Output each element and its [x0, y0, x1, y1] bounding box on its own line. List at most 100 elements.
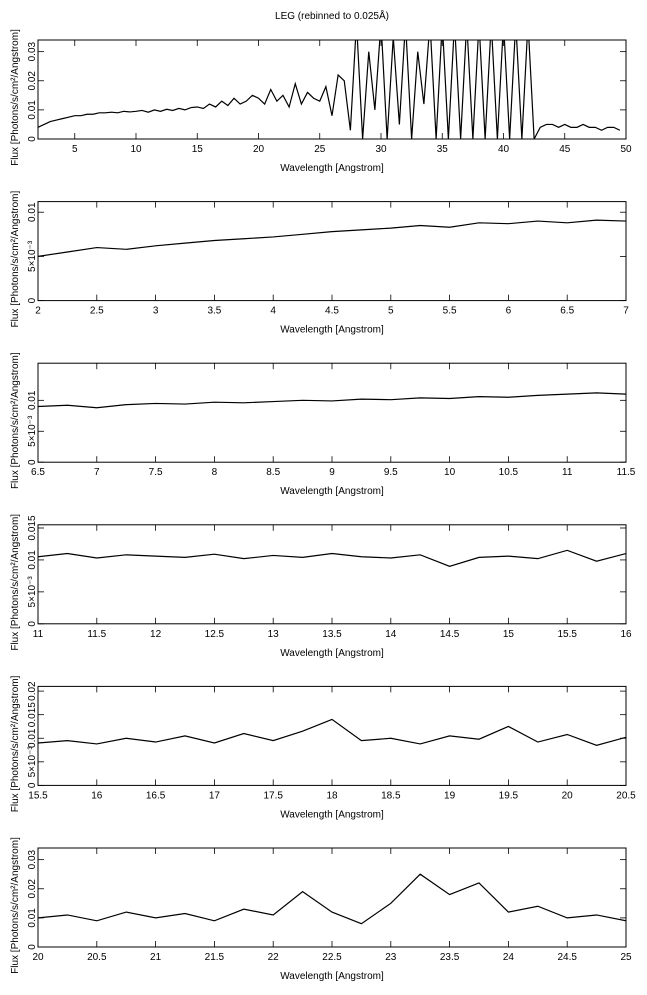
panel: 20 20.5 21 21.5 22 22.5 23 23.5 24 24.5 25 0 0.01 0.0… — [10, 837, 632, 982]
x-tick-label: 4 — [270, 306, 276, 317]
x-tick-label: 21 — [150, 952, 162, 963]
spectrum-line — [38, 40, 621, 139]
y-tick-label: 0.01 — [27, 100, 38, 120]
x-tick-label: 18.5 — [381, 790, 401, 801]
x-tick-label: 16 — [620, 629, 632, 640]
x-axis-label: Wavelength [Angstrom] — [280, 809, 384, 820]
x-tick-label: 9 — [329, 467, 335, 478]
y-tick-label: 0 — [27, 944, 38, 950]
x-tick-label: 2 — [35, 306, 41, 317]
x-tick-label: 10.5 — [499, 467, 519, 478]
x-tick-label: 20 — [253, 144, 265, 155]
panel: 2 2.5 3 3.5 4 4.5 5 5.5 6 6.5 7 0 5×10⁻³ 0.01 Waveleng… — [10, 191, 629, 336]
spectrum-line — [38, 219, 626, 257]
x-tick-label: 8.5 — [266, 467, 280, 478]
spectrum-line — [38, 392, 626, 409]
plot-frame — [37, 685, 627, 786]
x-tick-label: 5.5 — [443, 306, 457, 317]
y-tick-label: 0 — [27, 136, 38, 142]
spectrum-line — [38, 873, 626, 925]
x-tick-label: 3 — [153, 306, 159, 317]
x-tick-label: 6 — [506, 306, 512, 317]
x-tick-label: 17 — [209, 790, 221, 801]
x-tick-label: 15.5 — [557, 629, 577, 640]
x-tick-label: 35 — [437, 144, 449, 155]
y-tick-label: 0.015 — [27, 702, 38, 727]
y-axis-label: Flux [Photons/s/cm²/Angstrom] — [10, 191, 21, 328]
chart-title: LEG (rebinned to 0.025Å) — [275, 9, 389, 22]
x-axis-label: Wavelength [Angstrom] — [280, 325, 384, 336]
y-axis-label: Flux [Photons/s/cm²/Angstrom] — [10, 352, 21, 489]
y-tick-label: 0.02 — [27, 71, 38, 91]
y-tick-label: 0.03 — [27, 849, 38, 869]
x-tick-label: 14 — [385, 629, 397, 640]
plot-frame — [37, 201, 627, 302]
y-tick-label: 0.01 — [27, 202, 38, 222]
x-tick-label: 11.5 — [87, 629, 106, 640]
x-tick-label: 11 — [33, 629, 44, 640]
x-axis-label: Wavelength [Angstrom] — [280, 486, 384, 497]
x-tick-label: 19 — [444, 790, 456, 801]
x-tick-label: 11.5 — [617, 467, 636, 478]
x-tick-label: 16.5 — [146, 790, 166, 801]
y-axis-label: Flux [Photons/s/cm²/Angstrom] — [10, 837, 21, 974]
panel: 15.5 16 16.5 17 17.5 18 18.5 19 19.5 20 20.5 0 5×10⁻… — [10, 675, 636, 820]
x-tick-label: 7 — [623, 306, 629, 317]
x-tick-label: 16 — [91, 790, 103, 801]
x-tick-label: 20.5 — [87, 952, 107, 963]
y-axis-label: Flux [Photons/s/cm²/Angstrom] — [10, 29, 21, 166]
x-tick-label: 20 — [32, 952, 44, 963]
y-tick-label: 0.01 — [27, 728, 38, 748]
y-axis-label: Flux [Photons/s/cm²/Angstrom] — [10, 675, 21, 812]
x-axis-label: Wavelength [Angstrom] — [280, 971, 384, 982]
x-tick-label: 6.5 — [31, 467, 45, 478]
x-tick-label: 12 — [150, 629, 162, 640]
y-tick-label: 0.015 — [27, 515, 38, 540]
plot-frame — [37, 524, 627, 625]
y-tick-label: 5×10⁻³ — [27, 415, 38, 447]
spectrum-line — [38, 549, 626, 567]
x-tick-label: 17.5 — [263, 790, 283, 801]
y-tick-label: 5×10⁻³ — [27, 746, 38, 778]
x-tick-label: 10 — [130, 144, 142, 155]
panel: LEG (rebinned to 0.025Å) 5 10 15 20 25 30 35 40 4… — [10, 9, 632, 174]
x-tick-label: 6.5 — [560, 306, 574, 317]
x-axis-label: Wavelength [Angstrom] — [280, 648, 384, 659]
y-tick-label: 5×10⁻³ — [27, 240, 38, 272]
x-tick-label: 3.5 — [207, 306, 221, 317]
x-tick-label: 25 — [620, 952, 632, 963]
y-tick-label: 0 — [27, 782, 38, 788]
x-tick-label: 23 — [385, 952, 397, 963]
x-tick-label: 30 — [375, 144, 387, 155]
spectrum-line — [38, 718, 626, 746]
y-tick-label: 0.02 — [27, 879, 38, 899]
y-tick-label: 0.01 — [27, 908, 38, 928]
x-tick-label: 21.5 — [205, 952, 225, 963]
plot-frame — [37, 39, 627, 140]
x-tick-label: 20 — [562, 790, 574, 801]
x-tick-label: 2.5 — [90, 306, 104, 317]
y-tick-label: 0.01 — [27, 550, 38, 570]
y-tick-label: 0 — [27, 297, 38, 303]
y-tick-label: 0.03 — [27, 41, 38, 61]
x-tick-label: 23.5 — [440, 952, 460, 963]
y-tick-label: 5×10⁻³ — [27, 576, 38, 608]
x-tick-label: 22 — [268, 952, 280, 963]
x-tick-label: 24.5 — [557, 952, 577, 963]
x-tick-label: 12.5 — [205, 629, 225, 640]
x-tick-label: 19.5 — [499, 790, 519, 801]
x-tick-label: 11 — [562, 467, 573, 478]
x-tick-label: 15 — [192, 144, 204, 155]
x-axis-label: Wavelength [Angstrom] — [280, 163, 384, 174]
x-tick-label: 24 — [503, 952, 515, 963]
y-tick-label: 0 — [27, 459, 38, 465]
x-tick-label: 15 — [503, 629, 515, 640]
plot-frame — [37, 847, 627, 948]
y-tick-label: 0.02 — [27, 681, 38, 701]
x-tick-label: 4.5 — [325, 306, 339, 317]
x-tick-label: 25 — [314, 144, 326, 155]
x-tick-label: 22.5 — [322, 952, 342, 963]
x-tick-label: 50 — [620, 144, 632, 155]
panel: 11 11.5 12 12.5 13 13.5 14 14.5 15 15.5 16 0 5×10⁻³ 0… — [10, 514, 632, 659]
